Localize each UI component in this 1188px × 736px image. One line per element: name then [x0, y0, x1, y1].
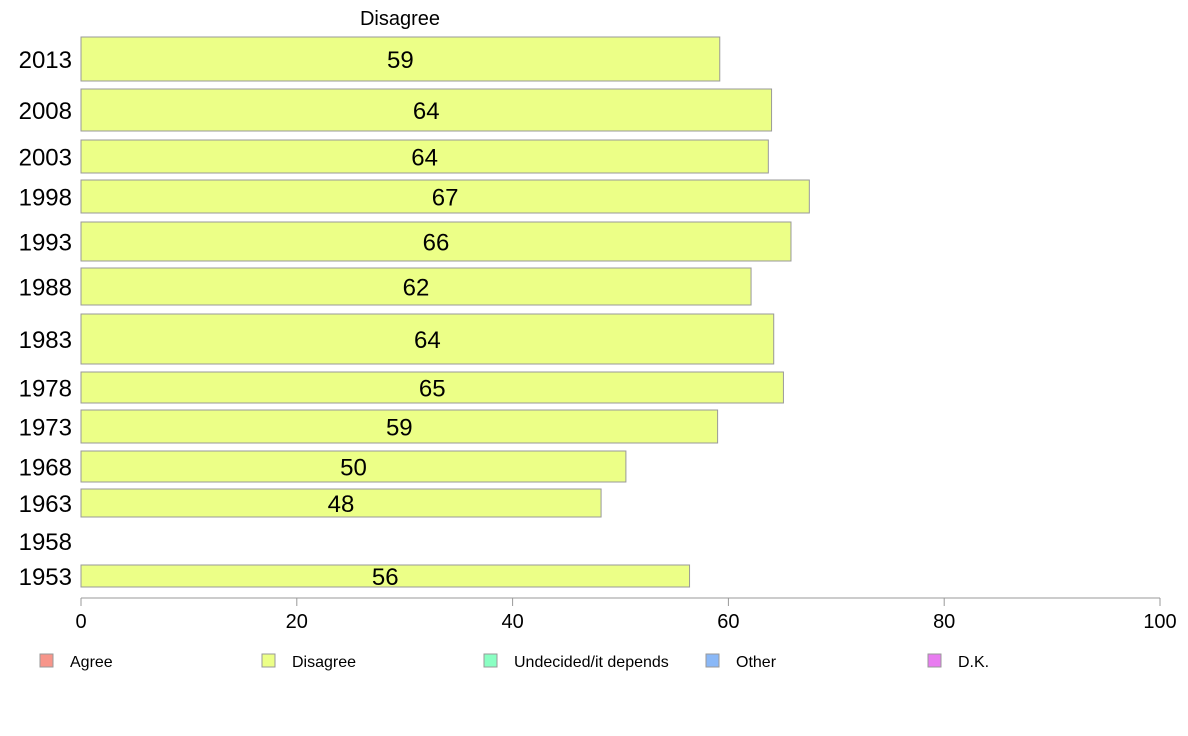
- legend-swatch-undecided-it-depends: [483, 653, 498, 668]
- data-label-1963: 48: [328, 491, 355, 518]
- y-tick-label-1998: 1998: [19, 185, 72, 212]
- x-tick-label-20: 20: [286, 611, 308, 633]
- bar-1953: [80, 564, 691, 588]
- legend-label-d-k: D.K.: [958, 654, 989, 671]
- bar-1978: [80, 371, 784, 404]
- x-tick-label-60: 60: [717, 611, 739, 633]
- legend-swatch-d-k: [927, 653, 942, 668]
- y-tick-label-1963: 1963: [19, 491, 72, 518]
- y-tick-label-1993: 1993: [19, 230, 72, 257]
- x-axis: 0 20 40 60 80 100: [75, 597, 1177, 633]
- data-label-2003: 64: [411, 145, 438, 172]
- bar-1973: [80, 409, 719, 444]
- legend: Agree Disagree Undecided/it depends Other D.…: [39, 653, 989, 671]
- data-label-1973: 59: [386, 415, 413, 442]
- bar-1993: [80, 221, 792, 262]
- x-tick-label-100: 100: [1143, 611, 1176, 633]
- data-label-1953: 56: [372, 564, 399, 591]
- bar-1983: [80, 313, 775, 365]
- y-tick-label-1983: 1983: [19, 327, 72, 354]
- y-tick-label-1973: 1973: [19, 415, 72, 442]
- bar-2008: [80, 88, 773, 132]
- chart-title: Disagree: [360, 8, 440, 30]
- legend-swatch-agree: [39, 653, 54, 668]
- y-tick-label-2013: 2013: [19, 47, 72, 74]
- data-label-1978: 65: [419, 376, 446, 403]
- y-tick-label-1958: 1958: [19, 529, 72, 556]
- bar-2003: [80, 139, 769, 174]
- bar-2013: [80, 36, 721, 82]
- legend-label-disagree: Disagree: [292, 654, 356, 671]
- legend-label-other: Other: [736, 654, 777, 671]
- x-tick-label-40: 40: [501, 611, 523, 633]
- legend-swatch-disagree: [261, 653, 276, 668]
- data-label-1993: 66: [423, 230, 450, 257]
- bar-1963: [80, 488, 602, 518]
- legend-label-undecided-it-depends: Undecided/it depends: [514, 654, 669, 671]
- y-tick-label-1968: 1968: [19, 455, 72, 482]
- bar-1998: [80, 179, 810, 214]
- data-label-2013: 59: [387, 47, 414, 74]
- legend-label-agree: Agree: [70, 654, 113, 671]
- legend-swatch-other: [705, 653, 720, 668]
- y-tick-label-2008: 2008: [19, 98, 72, 125]
- y-tick-label-2003: 2003: [19, 145, 72, 172]
- y-tick-label-1978: 1978: [19, 376, 72, 403]
- x-tick-label-80: 80: [933, 611, 955, 633]
- x-tick-label-0: 0: [75, 611, 86, 633]
- y-tick-label-1988: 1988: [19, 275, 72, 302]
- y-tick-label-1953: 1953: [19, 564, 72, 591]
- data-label-1988: 62: [403, 275, 430, 302]
- data-label-1968: 50: [340, 455, 367, 482]
- bars: 2013 59 2008 64 2003 64 1998 67 1993 66 1988 62 1983…: [19, 36, 810, 591]
- data-label-1983: 64: [414, 327, 441, 354]
- data-label-2008: 64: [413, 98, 440, 125]
- bar-1968: [80, 450, 627, 483]
- bar-1988: [80, 267, 752, 306]
- data-label-1998: 67: [432, 185, 459, 212]
